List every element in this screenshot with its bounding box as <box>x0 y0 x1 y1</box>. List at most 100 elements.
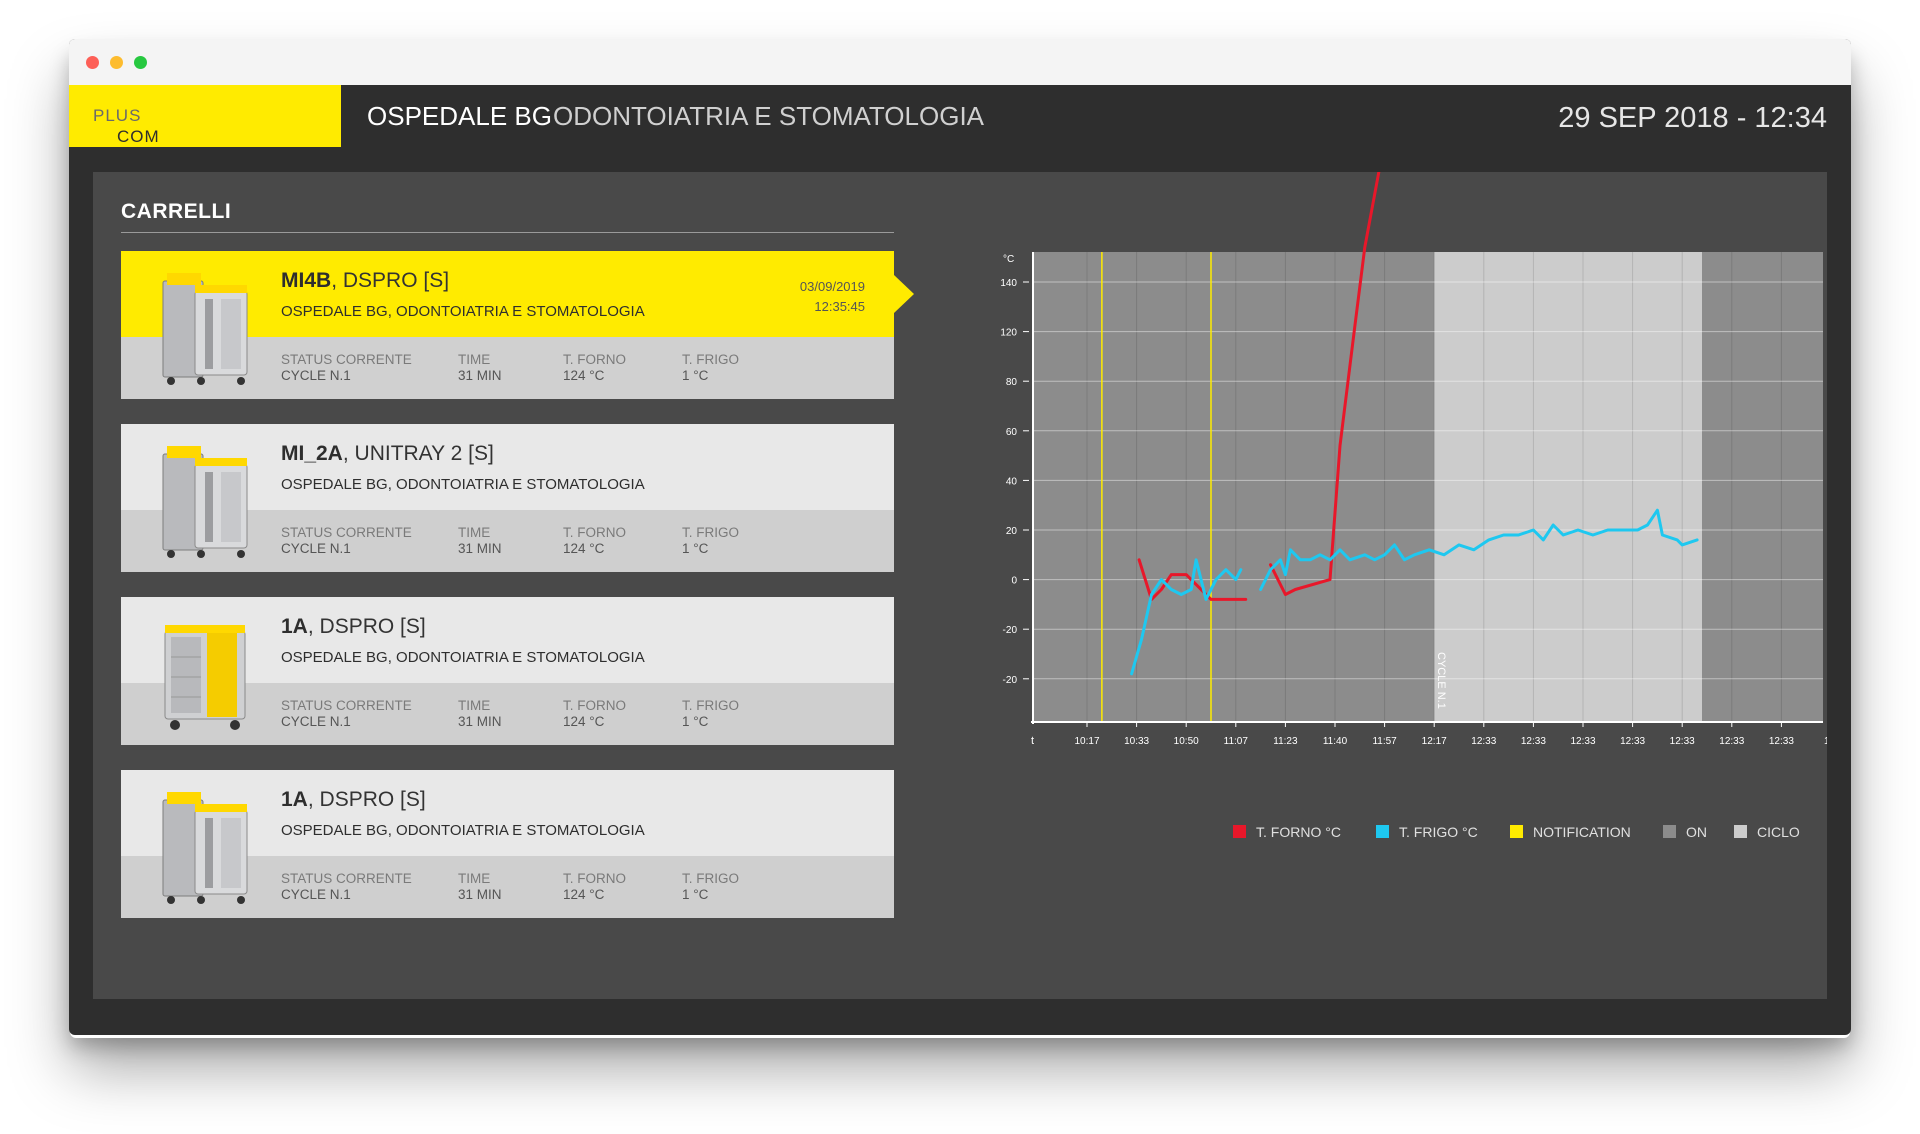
minimize-window-button[interactable] <box>110 56 123 69</box>
stat-status-label: STATUS CORRENTE <box>281 525 412 540</box>
band-ciclo <box>1434 252 1703 722</box>
card-status-bar <box>121 683 894 745</box>
stat-frigo-value: 1 °C <box>682 887 709 902</box>
cart-name: MI_2A, UNITRAY 2 [S] <box>281 442 494 466</box>
cart-card[interactable]: MI4B, DSPRO [S] OSPEDALE BG, ODONTOIATRIA… <box>121 251 914 399</box>
stat-time: TIME 31 MIN <box>458 871 502 903</box>
zoom-window-button[interactable] <box>134 56 147 69</box>
stat-frigo: T. FRIGO 1 °C <box>682 352 739 384</box>
band-on <box>1702 252 1823 722</box>
logo-main-text: COM <box>117 127 160 146</box>
cart-id: 1A <box>281 615 308 638</box>
stat-frigo: T. FRIGO 1 °C <box>682 698 739 730</box>
unitray-cart-image <box>164 625 246 730</box>
cart-name: MI4B, DSPRO [S] <box>281 269 449 293</box>
stat-time-label: TIME <box>458 698 491 713</box>
x-tick-label: 10:50 <box>1174 736 1199 747</box>
stat-status-value: CYCLE N.1 <box>281 541 351 556</box>
stat-status-label: STATUS CORRENTE <box>281 352 412 367</box>
x-tick-label: 11:07 <box>1224 736 1249 747</box>
stat-time: TIME 31 MIN <box>458 352 502 384</box>
y-tick-label: 120 <box>1000 328 1017 339</box>
cycle-label: CYCLE N.1 <box>1435 652 1447 709</box>
app-header: COM PLUS OSPEDALE BG ODONTOIATRIA E STOMA… <box>69 85 1851 147</box>
dspro-cart-image <box>162 792 248 904</box>
stat-status-label: STATUS CORRENTE <box>281 871 412 886</box>
cart-location: OSPEDALE BG, ODONTOIATRIA E STOMATOLOGIA <box>281 649 645 666</box>
card-header <box>121 424 894 510</box>
legend-label-on: ON <box>1686 824 1707 840</box>
stat-forno-value: 124 °C <box>563 541 605 556</box>
x-tick-label: 11:57 <box>1372 736 1397 747</box>
y-tick-label: 40 <box>1006 476 1018 487</box>
close-window-button[interactable] <box>86 56 99 69</box>
x-tick-label: 12:33 <box>1769 736 1794 747</box>
cart-model: , DSPRO [S] <box>307 615 426 638</box>
y-tick-label: -20 <box>1003 675 1018 686</box>
y-tick-label: 140 <box>1000 278 1017 289</box>
cart-location: OSPEDALE BG, ODONTOIATRIA E STOMATOLOGIA <box>281 476 645 493</box>
stat-time-value: 31 MIN <box>458 368 502 383</box>
stat-status: STATUS CORRENTE CYCLE N.1 <box>281 871 412 903</box>
stat-time: TIME 31 MIN <box>458 698 502 730</box>
legend-notification[interactable]: NOTIFICATION <box>1510 824 1631 840</box>
card-status-bar <box>121 337 894 399</box>
dspro-cart-image <box>162 273 248 385</box>
selected-pointer-icon <box>894 275 914 313</box>
x-tick-label: 12:33 <box>1670 736 1695 747</box>
stat-forno-label: T. FORNO <box>563 871 626 886</box>
legend-on[interactable]: ON <box>1663 824 1707 840</box>
stat-status: STATUS CORRENTE CYCLE N.1 <box>281 525 412 557</box>
stat-status-value: CYCLE N.1 <box>281 887 351 902</box>
cart-name: 1A, DSPRO [S] <box>281 788 426 812</box>
stat-frigo-label: T. FRIGO <box>682 871 739 886</box>
stat-frigo-value: 1 °C <box>682 541 709 556</box>
x-tick-label: 11:40 <box>1323 736 1348 747</box>
band-on <box>1033 252 1435 722</box>
x-tick-label: 11:23 <box>1273 736 1298 747</box>
legend-frigo[interactable]: T. FRIGO °C <box>1376 824 1478 840</box>
legend-swatch-on <box>1663 825 1676 838</box>
card-header <box>121 251 894 337</box>
app-window: COM PLUS OSPEDALE BG ODONTOIATRIA E STOMA… <box>69 39 1851 1035</box>
stat-status-label: STATUS CORRENTE <box>281 698 412 713</box>
stat-forno: T. FORNO 124 °C <box>563 525 626 557</box>
cart-id: MI_2A <box>281 442 343 465</box>
temperature-chart: °C t 140 120 80 60 40 20 0 -20 -20 10:17 10:33 10:50 1… <box>1000 172 1827 747</box>
stat-time-label: TIME <box>458 525 491 540</box>
series-frigo-line <box>1130 558 1243 676</box>
cart-model: , DSPRO [S] <box>307 788 426 811</box>
x-tick-label: 12:17 <box>1422 736 1447 747</box>
x-tick-label: 12:33 <box>1521 736 1546 747</box>
stat-frigo: T. FRIGO 1 °C <box>682 871 739 903</box>
cart-card[interactable]: 1A, DSPRO [S] OSPEDALE BG, ODONTOIATRIA E… <box>121 770 894 918</box>
stat-frigo-label: T. FRIGO <box>682 525 739 540</box>
y-tick-label: -20 <box>1003 625 1018 636</box>
y-tick-label: 60 <box>1006 427 1018 438</box>
stat-status: STATUS CORRENTE CYCLE N.1 <box>281 352 412 384</box>
cart-date: 03/09/2019 <box>799 279 865 294</box>
card-status-bar <box>121 856 894 918</box>
stat-forno-value: 124 °C <box>563 714 605 729</box>
stat-time-label: TIME <box>458 871 491 886</box>
complus-logo[interactable]: COM PLUS <box>69 85 341 147</box>
x-tick-label: 12:33 <box>1719 736 1744 747</box>
cart-card[interactable]: MI_2A, UNITRAY 2 [S] OSPEDALE BG, ODONTOI… <box>121 424 894 572</box>
stat-time-value: 31 MIN <box>458 714 502 729</box>
x-tick-label: 10:33 <box>1124 736 1149 747</box>
legend-ciclo[interactable]: CICLO <box>1734 824 1800 840</box>
card-status-bar <box>121 510 894 572</box>
x-tick-label: 12:33 <box>1471 736 1496 747</box>
legend-label-frigo: T. FRIGO °C <box>1399 824 1478 840</box>
x-tick-label: 10:17 <box>1074 736 1099 747</box>
stat-frigo-value: 1 °C <box>682 714 709 729</box>
cart-location: OSPEDALE BG, ODONTOIATRIA E STOMATOLOGIA <box>281 822 645 839</box>
stat-time-value: 31 MIN <box>458 541 502 556</box>
stat-forno-label: T. FORNO <box>563 525 626 540</box>
stat-status-value: CYCLE N.1 <box>281 368 351 383</box>
y-axis-unit-label: °C <box>1003 254 1014 265</box>
card-header <box>121 597 894 683</box>
cart-card[interactable]: 1A, DSPRO [S] OSPEDALE BG, ODONTOIATRIA E… <box>121 597 894 745</box>
legend-forno[interactable]: T. FORNO °C <box>1233 824 1341 840</box>
stat-frigo-label: T. FRIGO <box>682 698 739 713</box>
